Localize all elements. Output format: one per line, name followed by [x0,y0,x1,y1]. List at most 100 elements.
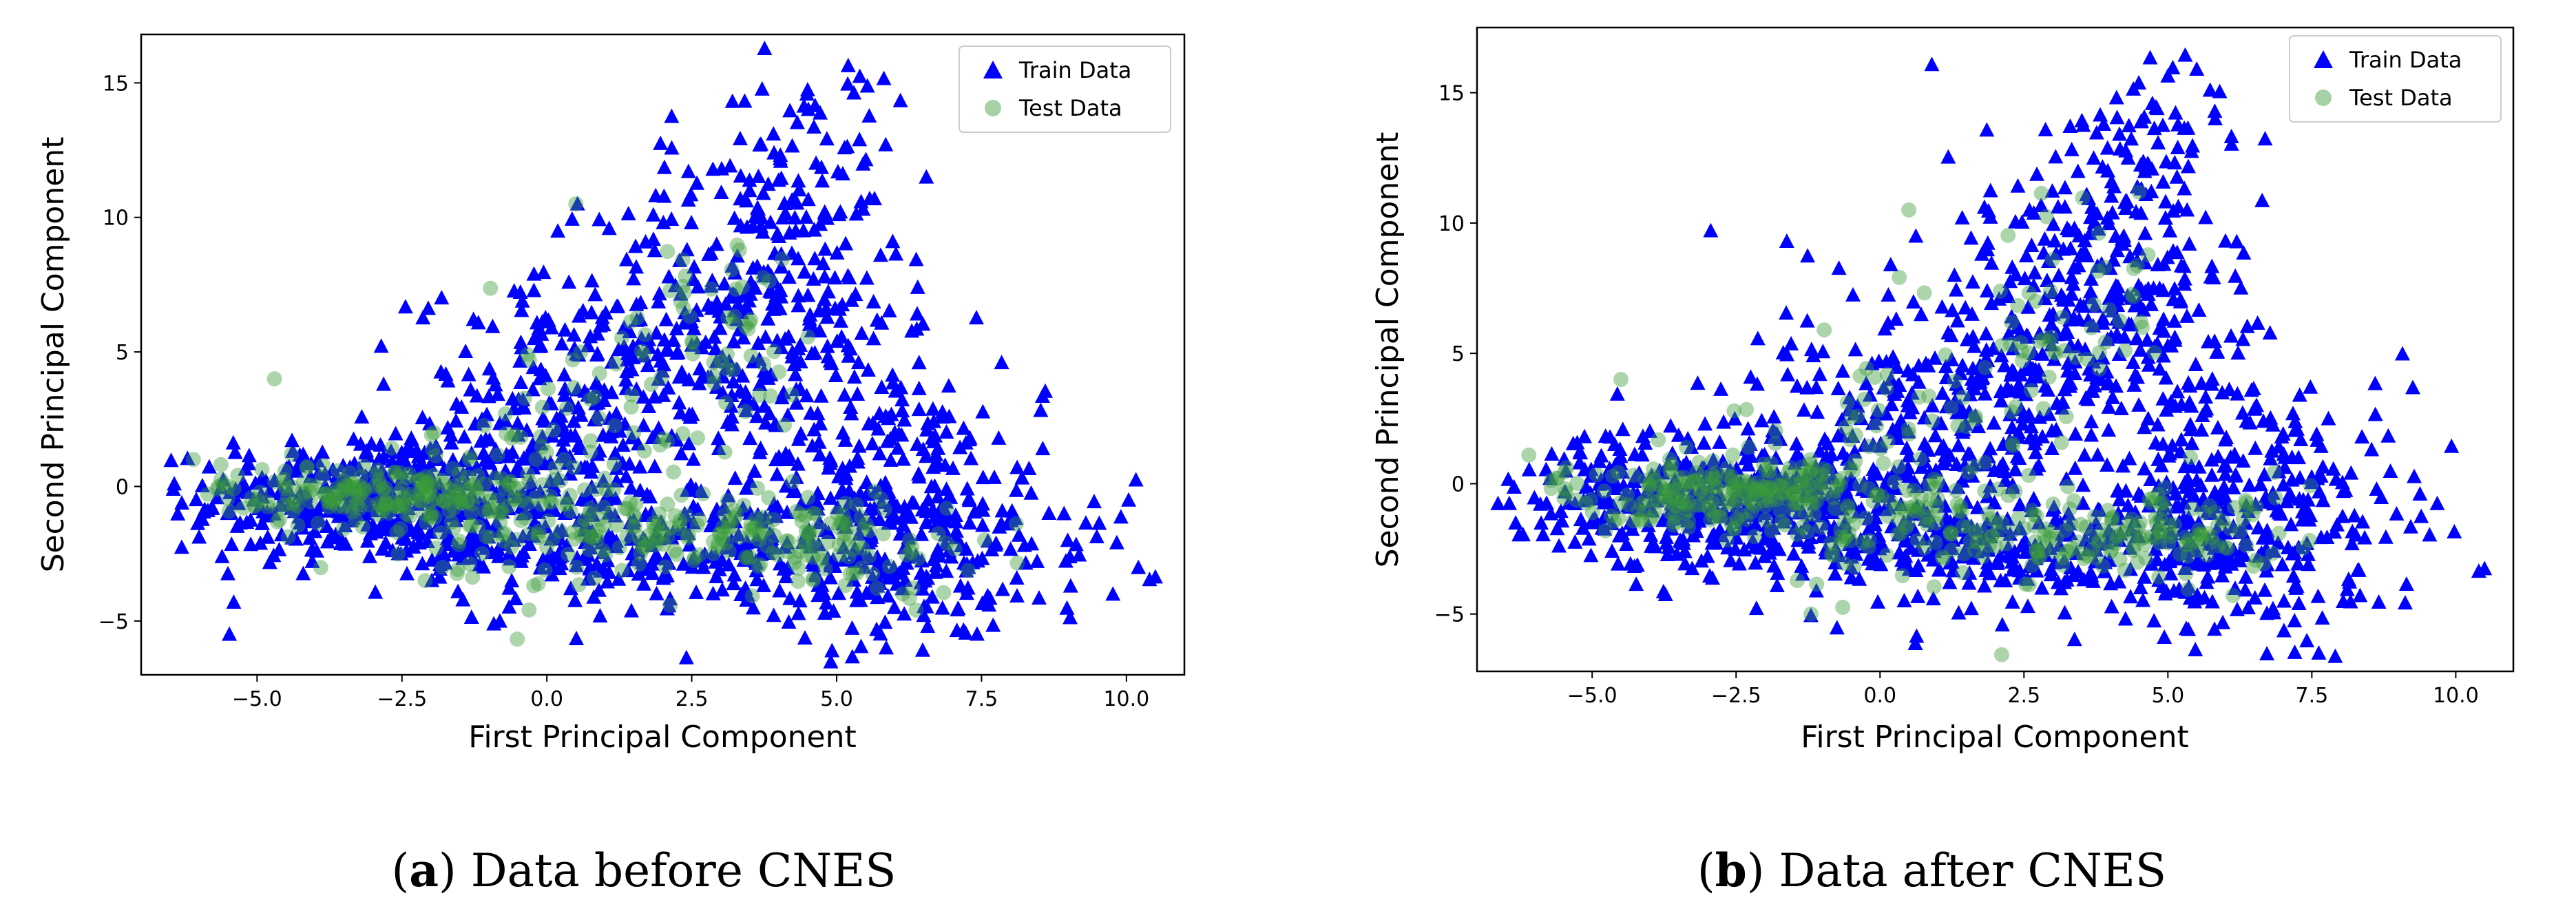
train-data-point [680,192,696,207]
train-data-point [1900,514,1916,529]
train-data-point [415,410,430,425]
test-data-point [448,490,463,505]
test-data-point [1772,502,1788,518]
train-data-point [2287,422,2303,437]
train-data-point [194,477,210,492]
train-data-point [475,473,491,488]
train-data-point [2144,296,2159,311]
test-data-point [1858,510,1874,526]
test-data-point [1892,269,1907,285]
train-data-point [566,413,582,428]
train-data-point [1862,476,1878,491]
test-data-point [720,492,735,508]
train-data-point [1009,459,1025,474]
train-data-point [841,483,857,498]
test-data-point [2021,468,2037,483]
test-data-point [396,490,412,506]
test-data-point [1680,503,1696,519]
train-data-point [454,399,470,414]
test-data-point [1900,421,1916,437]
train-data-point [648,527,664,542]
train-data-point [853,638,869,653]
test-data-point [345,476,361,492]
train-data-point [1565,435,1581,450]
legend-test-label: Test Data [1018,95,1122,121]
train-data-point [1731,556,1747,571]
test-data-point [1954,504,1969,520]
train-data-point [784,348,800,364]
test-data-point [1990,481,2006,497]
train-data-point [521,536,537,552]
test-data-point [534,439,550,454]
train-data-point [956,420,972,435]
test-data-point [717,444,733,460]
train-data-point [2157,556,2172,572]
train-data-point [322,502,337,517]
train-data-point [2031,514,2047,530]
train-data-point [980,533,996,548]
test-data-point [213,457,229,472]
test-data-point [1612,495,1628,511]
test-data-point [1685,474,1701,490]
test-data-point [378,494,394,510]
train-data-point [2002,526,2018,541]
test-data-point [2049,531,2064,547]
train-data-point [209,490,225,505]
test-data-point [762,273,777,289]
test-data-point [521,352,537,368]
train-data-point [1883,256,1898,271]
test-data-point [1835,599,1851,615]
test-data-point [416,505,432,521]
test-data-point [373,497,389,513]
train-data-point [1997,357,2013,373]
train-data-point [507,591,523,606]
test-data-point [411,492,427,508]
train-data-point [2060,505,2076,521]
train-data-point [2105,389,2121,404]
test-data-point [1840,498,1856,514]
test-data-point [1805,496,1821,512]
test-data-point [2058,409,2074,425]
train-data-point [787,209,803,224]
train-data-point [2017,532,2033,547]
train-data-point [501,545,517,561]
test-data-point [1695,470,1711,485]
test-data-point [1603,508,1619,524]
test-data-point [596,499,611,515]
test-data-point [1888,500,1904,516]
test-data-point [1802,464,1818,480]
test-data-point [1845,516,1861,532]
train-data-point [819,210,835,225]
train-data-point [1009,569,1025,585]
train-data-point [1925,552,1941,567]
train-data-point [400,500,416,515]
train-data-point [587,286,603,302]
train-data-point [2412,486,2428,501]
train-data-point [781,328,797,344]
test-data-point [2038,209,2054,224]
test-data-point [1719,460,1735,476]
train-data-point [167,476,182,491]
test-data-point [1843,408,1859,424]
train-data-point [2095,159,2111,174]
test-data-point [1907,498,1923,514]
train-data-point [730,300,746,315]
train-data-point [2062,339,2078,354]
legend-box [2289,35,2502,123]
train-data-point [375,517,391,532]
test-data-point [1809,576,1825,592]
test-data-point [2245,507,2261,523]
train-data-point [2191,302,2207,317]
test-data-point [1833,528,1849,544]
train-data-point [669,320,684,335]
test-data-point [2137,536,2153,552]
test-data-point [1677,505,1693,521]
test-data-point [436,476,452,492]
test-data-point [2117,563,2133,578]
test-data-point [1726,403,1742,419]
train-data-point [1582,488,1598,503]
train-data-point [449,474,465,489]
train-data-point [2342,574,2358,589]
test-data-point [805,505,821,521]
train-data-point [1688,523,1704,538]
